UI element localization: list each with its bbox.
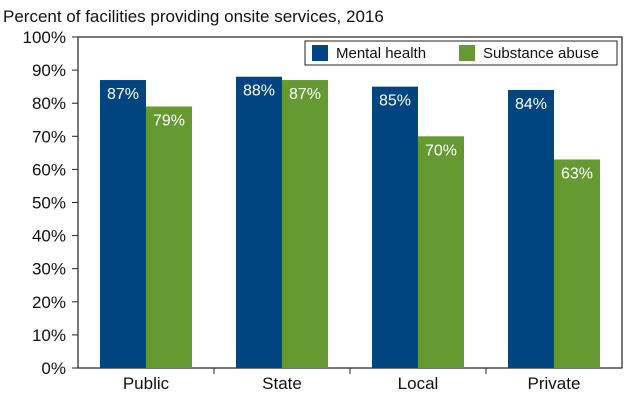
bars	[100, 76, 600, 369]
y-tick-label: 0%	[41, 359, 66, 378]
x-tick-label: Public	[123, 374, 170, 393]
bar-value-label: 87%	[289, 86, 321, 103]
bar-labels: 87% 79% 88% 87% 85% 70% 84% 63%	[107, 83, 593, 183]
bar-value-label: 79%	[153, 113, 185, 130]
y-tick-label: 40%	[32, 227, 66, 246]
y-tick-label: 10%	[32, 326, 66, 345]
bar-substance-abuse-local	[418, 136, 464, 368]
y-tick-label: 80%	[32, 94, 66, 113]
legend: Mental health Substance abuse	[304, 40, 618, 66]
bar-substance-abuse-private	[554, 159, 600, 368]
y-tick-label: 90%	[32, 61, 66, 80]
x-tick-label: Private	[528, 374, 581, 393]
bar-substance-abuse-state	[282, 80, 328, 368]
bar-value-label: 87%	[107, 86, 139, 103]
bar-substance-abuse-public	[146, 106, 192, 368]
x-tick-label: State	[262, 374, 302, 393]
y-tick-label: 100%	[23, 28, 66, 47]
x-axis: Public State Local Private	[123, 368, 581, 393]
bar-mental-health-local	[372, 86, 418, 369]
bar-mental-health-state	[236, 76, 282, 368]
legend-label-substance-abuse: Substance abuse	[483, 45, 599, 62]
bar-value-label: 70%	[425, 142, 457, 159]
legend-label-mental-health: Mental health	[336, 45, 426, 62]
y-tick-label: 20%	[32, 293, 66, 312]
x-tick-label: Local	[398, 374, 439, 393]
bar-value-label: 63%	[561, 165, 593, 182]
legend-swatch-mental-health	[312, 45, 328, 61]
y-tick-label: 30%	[32, 260, 66, 279]
legend-swatch-substance-abuse	[459, 45, 475, 61]
y-tick-label: 60%	[32, 160, 66, 179]
bar-value-label: 84%	[515, 96, 547, 113]
bar-mental-health-private	[508, 89, 554, 369]
y-axis: 0% 10% 20% 30% 40% 50% 60% 70% 80% 90% 100%	[23, 28, 78, 378]
bar-value-label: 85%	[379, 93, 411, 110]
y-tick-label: 70%	[32, 127, 66, 146]
y-tick-label: 50%	[32, 194, 66, 213]
bar-value-label: 88%	[243, 83, 275, 100]
chart-title: Percent of facilities providing onsite s…	[3, 7, 384, 26]
bar-mental-health-public	[100, 80, 146, 368]
